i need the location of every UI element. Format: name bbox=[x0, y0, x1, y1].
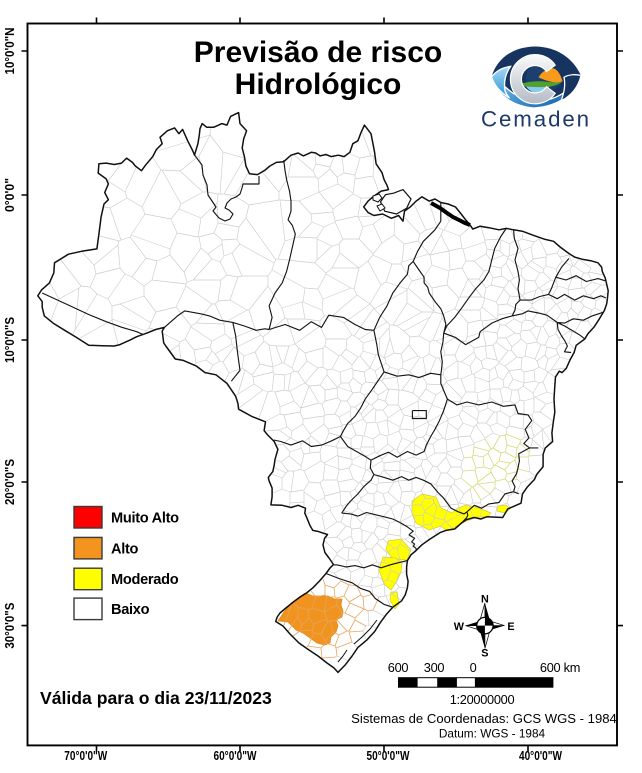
svg-text:Previsão de risco: Previsão de risco bbox=[194, 36, 442, 69]
svg-text:W: W bbox=[454, 621, 465, 633]
svg-text:N: N bbox=[481, 593, 489, 605]
svg-text:Válida para o dia 23/11/2023: Válida para o dia 23/11/2023 bbox=[40, 688, 272, 708]
svg-text:300: 300 bbox=[424, 660, 445, 675]
svg-text:600 km: 600 km bbox=[540, 660, 580, 675]
svg-text:E: E bbox=[507, 621, 514, 633]
svg-text:Datum: WGS - 1984: Datum: WGS - 1984 bbox=[439, 727, 546, 741]
svg-text:Cemaden: Cemaden bbox=[481, 107, 591, 132]
svg-text:0: 0 bbox=[470, 660, 477, 675]
svg-text:Hidrológico: Hidrológico bbox=[235, 68, 402, 101]
svg-text:S: S bbox=[481, 648, 488, 660]
svg-text:10°0'0"S: 10°0'0"S bbox=[2, 317, 17, 363]
svg-text:60°0'0"W: 60°0'0"W bbox=[214, 748, 258, 763]
svg-text:40°0'0"W: 40°0'0"W bbox=[519, 748, 563, 763]
svg-text:Muito Alto: Muito Alto bbox=[111, 511, 179, 527]
svg-text:Baixo: Baixo bbox=[111, 602, 150, 618]
svg-text:600: 600 bbox=[388, 660, 409, 675]
svg-text:30°0'0"S: 30°0'0"S bbox=[2, 602, 17, 648]
svg-text:Alto: Alto bbox=[111, 541, 139, 557]
svg-text:50°0'0"W: 50°0'0"W bbox=[367, 748, 411, 763]
svg-text:70°0'0"W: 70°0'0"W bbox=[64, 748, 108, 763]
svg-text:Sistemas de Coordenadas: GCS W: Sistemas de Coordenadas: GCS WGS - 1984 bbox=[351, 711, 617, 726]
svg-text:Moderado: Moderado bbox=[111, 572, 179, 588]
svg-text:20°0'0"S: 20°0'0"S bbox=[2, 459, 17, 505]
svg-text:0°0'0": 0°0'0" bbox=[2, 178, 17, 212]
svg-text:1:20000000: 1:20000000 bbox=[450, 692, 515, 707]
svg-text:10°0'0"N: 10°0'0"N bbox=[2, 28, 17, 75]
